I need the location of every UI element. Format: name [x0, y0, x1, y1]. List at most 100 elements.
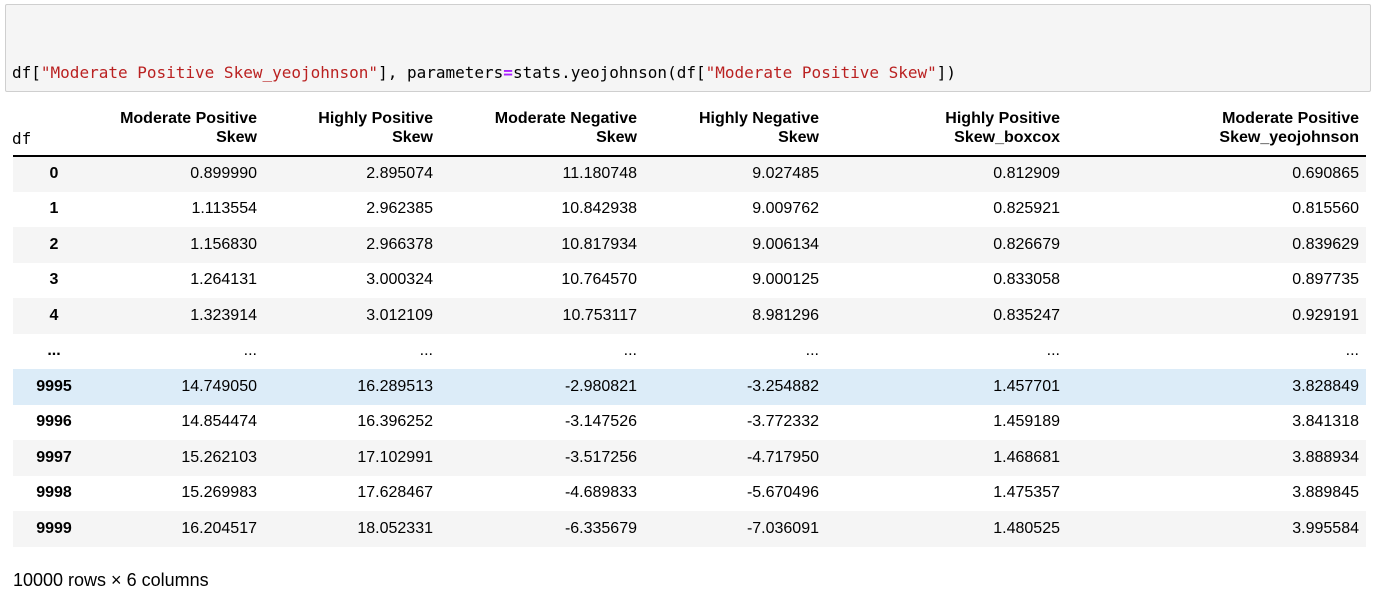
- table-row[interactable]: 9996 14.854474 16.396252 -3.147526 -3.772332…: [13, 404, 1366, 440]
- table-cell: -3.254882: [746, 377, 819, 395]
- table-cell: 16.289513: [357, 377, 433, 395]
- table-cell: 9.006134: [752, 235, 819, 253]
- column-header-line: Highly Positive: [945, 110, 1060, 127]
- table-cell: 2.962385: [366, 200, 433, 218]
- table-header: Moderate Positive Skew Highly Positive Skew…: [13, 100, 1366, 157]
- table-cell: ...: [805, 342, 819, 360]
- table-cell: 0.929191: [1292, 306, 1359, 324]
- table-cell: 1.264131: [190, 271, 257, 289]
- row-index: 9997: [36, 448, 72, 466]
- table-cell: 16.396252: [357, 413, 433, 431]
- table-cell: 18.052331: [357, 519, 433, 537]
- row-index: 9996: [36, 413, 72, 431]
- table-cell: 3.828849: [1292, 377, 1359, 395]
- row-index: 0: [49, 165, 59, 183]
- column-header-line: Moderate Negative: [494, 110, 637, 127]
- table-row[interactable]: 9995 14.749050 16.289513 -2.980821 -3.254882…: [13, 369, 1366, 405]
- table-row[interactable]: 0 0.899990 2.895074 11.180748 9.027485 0.8129…: [13, 156, 1366, 192]
- table-cell: -7.036091: [746, 519, 819, 537]
- column-header-line: Skew: [216, 129, 257, 146]
- table-cell: 0.839629: [1292, 235, 1359, 253]
- table-row[interactable]: 2 1.156830 2.966378 10.817934 9.006134 0.8266…: [13, 227, 1366, 263]
- table-cell: ...: [623, 342, 637, 360]
- table-cell: ...: [243, 342, 257, 360]
- column-header-line: Skew: [392, 129, 433, 146]
- table-cell: 9.009762: [752, 200, 819, 218]
- row-index: 9999: [36, 519, 72, 537]
- table-row[interactable]: 9998 15.269983 17.628467 -4.689833 -5.670496…: [13, 475, 1366, 511]
- row-index: 9998: [36, 484, 72, 502]
- column-header-line: Skew: [778, 129, 819, 146]
- column-header-line: Moderate Positive: [120, 110, 257, 127]
- table-cell: -5.670496: [746, 484, 819, 502]
- column-header: Moderate Positive Skew: [95, 100, 264, 157]
- table-row[interactable]: .....................: [13, 333, 1366, 369]
- table-row[interactable]: 4 1.323914 3.012109 10.753117 8.981296 0.8352…: [13, 298, 1366, 334]
- table-cell: 10.842938: [561, 200, 637, 218]
- table-cell: 14.749050: [181, 377, 257, 395]
- row-index: 3: [49, 271, 59, 289]
- table-cell: 1.323914: [190, 306, 257, 324]
- table-row[interactable]: 1 1.113554 2.962385 10.842938 9.009762 0.8259…: [13, 191, 1366, 227]
- table-cell: -2.980821: [564, 377, 637, 395]
- table-cell: ...: [1345, 342, 1359, 360]
- column-header-line: Skew_yeojohnson: [1219, 129, 1359, 146]
- table-row[interactable]: 3 1.264131 3.000324 10.764570 9.000125 0.8330…: [13, 262, 1366, 298]
- table-cell: 15.269983: [181, 484, 257, 502]
- table-cell: 0.826679: [993, 235, 1060, 253]
- table-cell: 0.897735: [1292, 271, 1359, 289]
- code-text: stats.yeojohnson(df[: [512, 63, 706, 82]
- table-cell: 17.102991: [357, 448, 433, 466]
- column-header-line: Highly Negative: [698, 110, 819, 127]
- row-index: 2: [49, 235, 59, 253]
- table-cell: 0.835247: [993, 306, 1060, 324]
- table-cell: 1.475357: [993, 484, 1060, 502]
- table-cell: -3.517256: [564, 448, 637, 466]
- dataframe-table: Moderate Positive Skew Highly Positive Skew…: [13, 100, 1366, 547]
- table-cell: 1.457701: [993, 377, 1060, 395]
- table-cell: 2.966378: [366, 235, 433, 253]
- table-cell: -4.689833: [564, 484, 637, 502]
- table-row[interactable]: 9999 16.204517 18.052331 -6.335679 -7.036091…: [13, 511, 1366, 547]
- column-header: Highly Positive Skew: [264, 100, 440, 157]
- table-cell: 3.841318: [1292, 413, 1359, 431]
- code-line-1: df["Moderate Positive Skew_yeojohnson"],…: [12, 62, 1364, 84]
- table-cell: 3.000324: [366, 271, 433, 289]
- table-cell: 0.833058: [993, 271, 1060, 289]
- table-cell: 0.690865: [1292, 165, 1359, 183]
- table-cell: 1.113554: [191, 200, 257, 218]
- code-text: ], parameters: [378, 63, 504, 82]
- code-operator: =: [503, 63, 513, 82]
- table-cell: 14.854474: [181, 413, 257, 431]
- row-index: 4: [49, 306, 59, 324]
- code-text: ]): [936, 63, 957, 82]
- table-cell: 9.000125: [752, 271, 819, 289]
- table-cell: -3.147526: [564, 413, 637, 431]
- table-cell: 0.815560: [1292, 200, 1359, 218]
- table-cell: 3.889845: [1292, 484, 1359, 502]
- table-shape-summary: 10000 rows × 6 columns: [13, 570, 209, 590]
- table-cell: 1.480525: [993, 519, 1060, 537]
- table-cell: 1.156830: [190, 235, 257, 253]
- row-index: ...: [47, 342, 61, 360]
- column-header: Highly Negative Skew: [644, 100, 826, 157]
- table-cell: 0.825921: [993, 200, 1060, 218]
- table-cell: ...: [1046, 342, 1060, 360]
- code-text: df[: [12, 63, 41, 82]
- table-body: 0 0.899990 2.895074 11.180748 9.027485 0.8129…: [13, 156, 1366, 547]
- table-cell: 3.995584: [1292, 519, 1359, 537]
- row-index: 9995: [36, 377, 72, 395]
- column-header-line: Skew_boxcox: [954, 129, 1060, 146]
- column-header: Moderate Negative Skew: [440, 100, 644, 157]
- table-cell: ...: [419, 342, 433, 360]
- code-cell-input[interactable]: df["Moderate Positive Skew_yeojohnson"],…: [5, 4, 1371, 148]
- table-cell: 0.899990: [190, 165, 257, 183]
- table-row[interactable]: 9997 15.262103 17.102991 -3.517256 -4.717950…: [13, 440, 1366, 476]
- table-cell: 9.027485: [752, 165, 819, 183]
- column-header-line: Skew: [596, 129, 637, 146]
- table-cell: 11.180748: [562, 165, 637, 183]
- table-cell: -6.335679: [564, 519, 637, 537]
- code-string-literal: "Moderate Positive Skew": [705, 63, 937, 82]
- table-cell: -4.717950: [746, 448, 819, 466]
- table-cell: 3.888934: [1292, 448, 1359, 466]
